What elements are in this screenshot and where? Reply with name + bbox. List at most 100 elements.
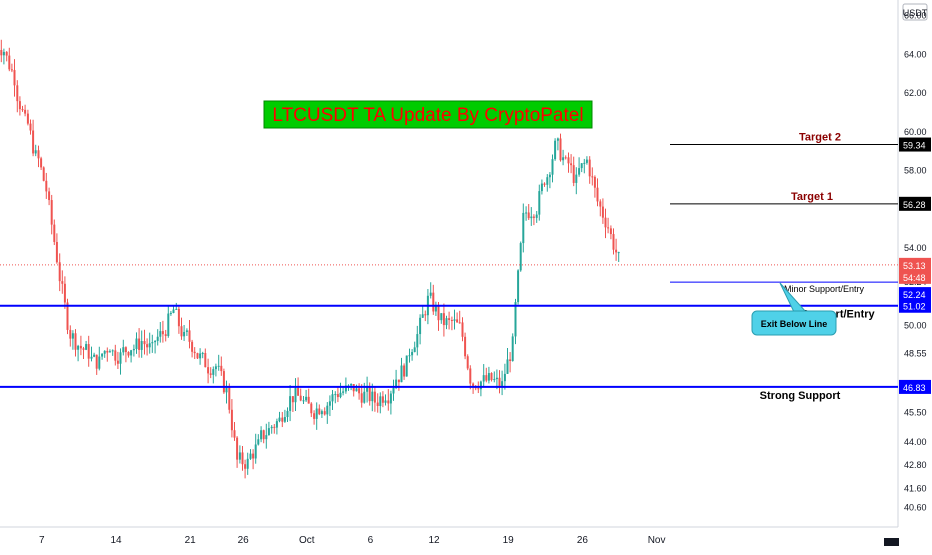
candle-body — [50, 200, 53, 225]
candle-body — [307, 396, 310, 404]
candle-body — [591, 176, 594, 178]
candle-body — [24, 109, 27, 114]
candle-body — [146, 344, 149, 348]
candle-body — [384, 400, 387, 403]
candle-body — [74, 333, 77, 350]
y-tick-label: 66.00 — [904, 11, 927, 21]
candle-body — [551, 159, 554, 175]
candle-body — [265, 435, 268, 440]
candle-body — [18, 101, 21, 110]
candle-body — [214, 366, 217, 370]
candle-body — [522, 212, 525, 244]
callout-text: Exit Below Line — [761, 319, 828, 329]
candle-body — [0, 49, 3, 56]
candle-body — [318, 408, 321, 415]
x-tick-label: Oct — [299, 535, 315, 546]
candle-body — [350, 384, 353, 386]
candle-body — [585, 159, 588, 163]
tradingview-logo-icon — [884, 538, 899, 546]
candle-body — [180, 326, 183, 337]
candle-body — [538, 191, 541, 215]
candle-body — [175, 308, 178, 310]
candle-body — [286, 410, 289, 418]
candle-body — [262, 430, 265, 440]
candle-body — [281, 417, 284, 422]
candle-body — [32, 130, 35, 154]
current-price-label: 53.13 — [903, 261, 926, 271]
candle-body — [578, 168, 581, 175]
candle-body — [530, 216, 533, 219]
candle-body — [291, 396, 294, 403]
candle-body — [506, 359, 509, 374]
candle-body — [408, 355, 411, 357]
candle-body — [103, 350, 106, 354]
candle-body — [419, 317, 422, 335]
candle-body — [509, 359, 512, 361]
candle-body — [477, 388, 480, 390]
candle-body — [517, 270, 520, 303]
price-tag-box — [899, 298, 931, 313]
candle-body — [458, 322, 461, 324]
candle-body — [373, 391, 376, 403]
candle-body — [132, 348, 135, 351]
y-tick-label: 64.00 — [904, 49, 927, 59]
candle-body — [297, 388, 300, 396]
candle-body — [604, 217, 607, 228]
candle-body — [368, 385, 371, 402]
candle-body — [236, 437, 239, 460]
y-tick-label: 44.00 — [904, 437, 927, 447]
candle-body — [116, 360, 119, 364]
candle-body — [421, 314, 424, 318]
x-tick-label: Nov — [648, 535, 666, 546]
candle-body — [193, 351, 196, 354]
currency-box — [902, 3, 928, 21]
price-tag-label: 52.24 — [903, 290, 926, 300]
support-label: Strong Support — [760, 390, 841, 402]
candle-body — [466, 356, 469, 369]
candle-body — [156, 336, 159, 341]
candle-body — [55, 241, 58, 263]
candle-body — [416, 334, 419, 348]
candle-body — [400, 365, 403, 383]
candle-body — [323, 411, 326, 415]
candle-body — [424, 314, 427, 316]
candle-body — [607, 227, 610, 229]
candle-body — [334, 394, 337, 396]
candle-body — [302, 400, 305, 402]
candle-body — [397, 379, 400, 383]
candle-body — [498, 377, 501, 387]
candle-body — [10, 69, 13, 71]
candle-body — [238, 452, 241, 460]
x-tick-label: 6 — [368, 535, 374, 546]
candle-body — [381, 396, 384, 403]
candle-body — [148, 343, 151, 348]
candle-body — [583, 162, 586, 164]
y-tick-label: 48.55 — [904, 349, 927, 359]
candle-body — [596, 187, 599, 202]
candle-body — [527, 212, 530, 219]
candle-body — [85, 344, 88, 350]
candle-body — [532, 216, 535, 218]
candle-body — [260, 430, 263, 440]
candle-body — [138, 338, 141, 350]
candle-body — [222, 371, 225, 393]
x-tick-label: 12 — [428, 535, 440, 546]
candle-body — [501, 381, 504, 387]
candle-body — [379, 396, 382, 407]
candle-body — [580, 163, 583, 169]
candle-body — [413, 347, 416, 353]
candle-body — [328, 401, 331, 406]
candle-body — [13, 70, 16, 86]
candle-body — [228, 387, 231, 410]
candle-body — [461, 322, 464, 337]
candle-body — [360, 393, 363, 403]
price-tag-box — [899, 137, 931, 152]
y-tick-label: 40.60 — [904, 503, 927, 513]
candle-body — [299, 395, 302, 401]
candle-body — [53, 224, 56, 242]
candle-body — [95, 354, 98, 369]
candle-body — [252, 453, 255, 459]
candle-body — [617, 252, 620, 254]
candle-body — [217, 365, 220, 367]
